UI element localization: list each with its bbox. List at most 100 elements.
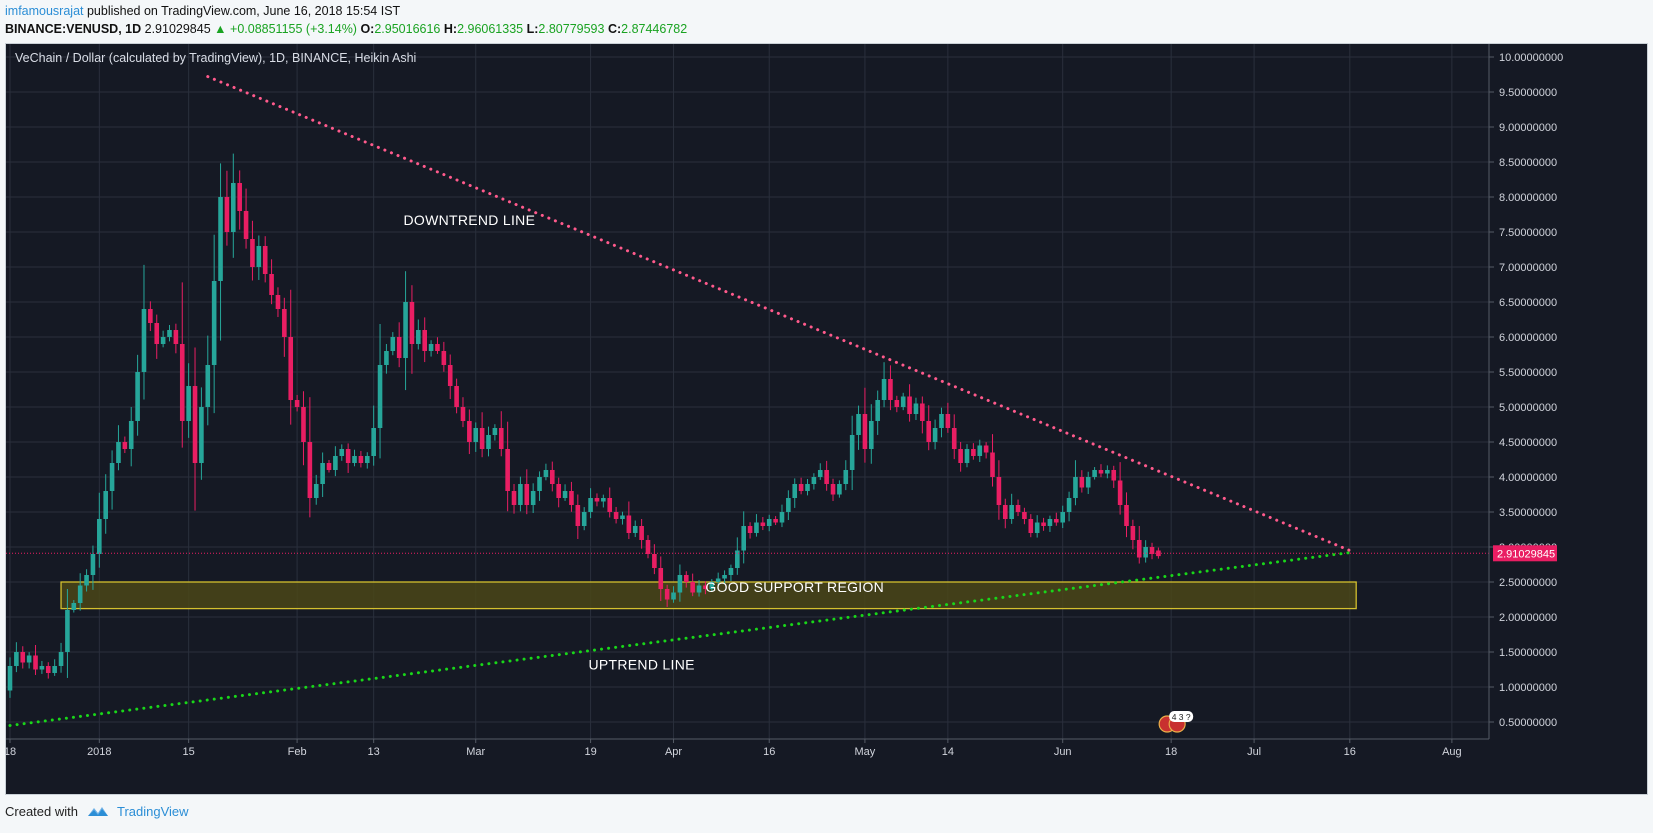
high-value: 2.96061335 — [457, 22, 524, 36]
candle-body — [632, 526, 638, 533]
price-tick-label: 4.00000000 — [1499, 472, 1557, 484]
candle-body — [186, 386, 191, 421]
candle-body — [65, 610, 70, 652]
candle-body — [320, 463, 325, 484]
candle-body — [454, 386, 459, 407]
candle-body — [837, 484, 842, 495]
candle-body — [1073, 477, 1078, 498]
candle-body — [677, 575, 683, 593]
author-link[interactable]: imfamousrajat — [5, 4, 84, 18]
time-tick-label: 18 — [1165, 746, 1177, 758]
candle-body — [301, 407, 306, 442]
support-region-box — [60, 581, 1357, 610]
candle-body — [556, 484, 561, 498]
candle-body — [1015, 505, 1021, 512]
candle-body — [1130, 526, 1136, 540]
candle-body — [479, 428, 485, 449]
candle-body — [116, 442, 121, 463]
candle-body — [441, 351, 447, 365]
open-label: O: — [360, 22, 375, 36]
price-tick-label: 8.50000000 — [1499, 157, 1557, 169]
candle-body — [664, 589, 670, 600]
candle-body — [703, 585, 708, 589]
candle-body — [990, 452, 995, 477]
candle-body — [167, 330, 172, 337]
candle-body — [199, 407, 204, 463]
tradingview-logo-icon — [86, 804, 110, 821]
candle-body — [754, 522, 759, 533]
high-label: H: — [443, 22, 458, 36]
candle-body — [237, 183, 242, 211]
candle-body — [537, 477, 542, 491]
price-tick-label: 4.50000000 — [1499, 437, 1557, 449]
price-tick-label: 1.00000000 — [1499, 682, 1557, 694]
candle-body — [888, 379, 893, 400]
candle-body — [447, 365, 453, 386]
candle-body — [377, 365, 383, 428]
candle-body — [543, 470, 549, 477]
candle-body — [269, 274, 274, 295]
candle-body — [601, 498, 606, 502]
candle-body — [294, 400, 300, 407]
candle-body — [333, 456, 338, 470]
candle-body — [907, 396, 912, 414]
candle-body — [811, 477, 817, 484]
candle-body — [652, 554, 657, 568]
candle-body — [964, 449, 970, 463]
candle-body — [869, 421, 874, 449]
candle-body — [875, 400, 880, 421]
price-tick-label: 6.50000000 — [1499, 297, 1557, 309]
candle-body — [594, 498, 600, 502]
chart-canvas[interactable]: DOWNTREND LINE GOOD SUPPORT REGION UPTREND… — [6, 44, 1647, 794]
price-change: +0.08851155 (+3.14%) — [230, 22, 357, 36]
candle-body — [843, 470, 849, 484]
time-tick-label: 18 — [6, 746, 16, 758]
uptrend-line — [8, 551, 1352, 727]
symbol-label: BINANCE:VENUSD, 1D — [5, 22, 142, 36]
candle-body — [39, 666, 45, 670]
time-tick-label: 13 — [368, 746, 380, 758]
candle-body — [926, 421, 932, 442]
candle-body — [1143, 547, 1148, 558]
price-tick-label: 7.50000000 — [1499, 227, 1557, 239]
low-value: 2.80779593 — [538, 22, 605, 36]
ohlc-line: BINANCE:VENUSD, 1D 2.91029845 ▲ +0.08851… — [5, 22, 687, 36]
candle-body — [671, 592, 676, 600]
candle-body — [275, 295, 281, 309]
time-tick-label: 16 — [1344, 746, 1356, 758]
annotation-label: GOOD SUPPORT REGION — [705, 579, 884, 595]
candle-body — [511, 491, 517, 505]
candle-body — [218, 197, 223, 281]
candle-body — [658, 568, 664, 589]
candle-body — [1111, 470, 1117, 481]
candle-body — [805, 484, 810, 491]
publish-line: imfamousrajat published on TradingView.c… — [5, 4, 400, 18]
price-tick-label: 2.00000000 — [1499, 612, 1557, 624]
candle-body — [709, 582, 715, 589]
candle-body — [173, 330, 179, 344]
tradingview-link[interactable]: TradingView — [117, 804, 189, 819]
candle-body — [122, 442, 128, 449]
candle-body — [192, 386, 198, 463]
candle-body — [416, 330, 421, 344]
candle-body — [97, 519, 102, 554]
candle-body — [288, 337, 294, 400]
candle-body — [971, 449, 976, 456]
candle-body — [505, 449, 510, 491]
candle-body — [77, 585, 83, 603]
candle-body — [881, 379, 887, 400]
candle-body — [951, 428, 957, 449]
candle-body — [224, 197, 230, 232]
candle-body — [1041, 522, 1046, 526]
annotation-label: DOWNTREND LINE — [403, 212, 535, 228]
candle-body — [569, 491, 574, 505]
candle-body — [983, 445, 989, 453]
candle-body — [581, 512, 587, 526]
candle-body — [958, 449, 963, 463]
candle-body — [645, 540, 651, 554]
time-tick-label: Jun — [1054, 746, 1072, 758]
chart-panel[interactable]: DOWNTREND LINE GOOD SUPPORT REGION UPTREND… — [5, 43, 1648, 795]
candle-body — [735, 550, 740, 568]
candle-body — [1124, 505, 1129, 526]
candle-body — [747, 526, 753, 533]
